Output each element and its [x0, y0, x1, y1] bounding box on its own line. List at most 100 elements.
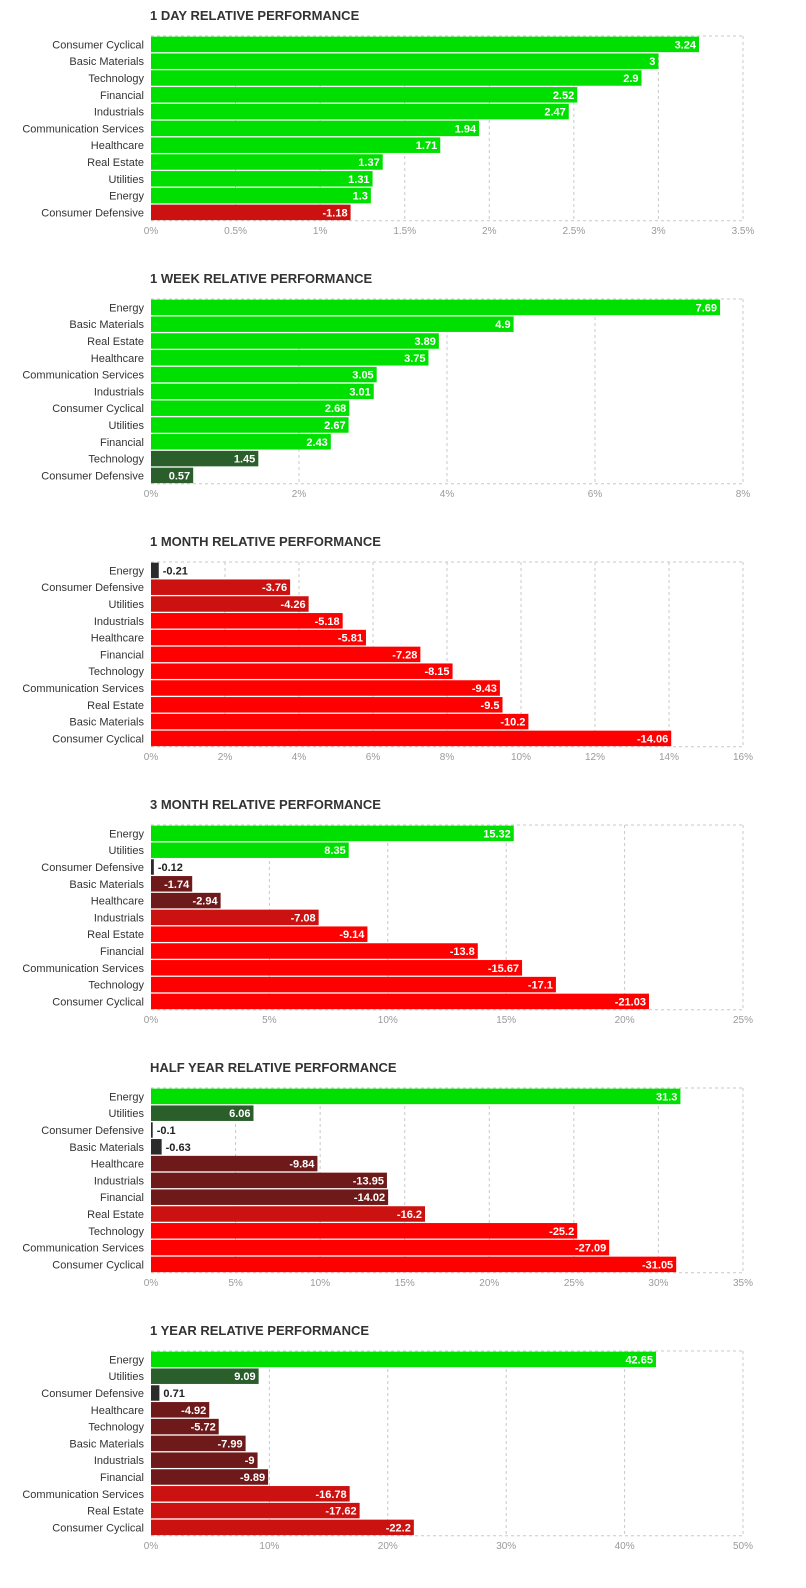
- category-label: Energy: [109, 1354, 144, 1366]
- bar: [151, 1122, 153, 1138]
- x-tick-label: 0%: [144, 489, 159, 500]
- bar: [151, 909, 319, 926]
- category-label: Industrials: [94, 107, 145, 119]
- bar-value-label: -10.2: [500, 717, 525, 729]
- bar-value-label: -9.5: [481, 700, 500, 712]
- bar-value-label: -7.99: [218, 1438, 243, 1450]
- category-label: Communication Services: [22, 123, 144, 135]
- bar-chart-svg: 0% 2% 4% 6% 8% 10% 12% 14% 16% Energy -0.21 Consume…: [22, 561, 753, 763]
- category-label: Communication Services: [22, 1489, 144, 1501]
- bar-value-label: 1.45: [234, 454, 255, 466]
- x-tick-label: 20%: [479, 1278, 499, 1289]
- bar-value-label: -17.62: [325, 1506, 356, 1518]
- bar: [151, 1368, 259, 1384]
- category-label: Technology: [88, 1226, 144, 1238]
- category-label: Real Estate: [87, 1506, 144, 1518]
- x-tick-label: 2%: [218, 752, 233, 763]
- bar-value-label: 2.47: [544, 107, 565, 119]
- bar: [151, 187, 371, 204]
- bar-value-label: 1.31: [348, 174, 369, 186]
- x-tick-label: 30%: [648, 1278, 668, 1289]
- x-tick-label: 15%: [395, 1278, 415, 1289]
- x-tick-label: 20%: [615, 1015, 635, 1026]
- bar: [151, 450, 259, 467]
- category-label: Financial: [100, 946, 144, 958]
- category-label: Financial: [100, 437, 144, 449]
- category-label: Communication Services: [22, 963, 144, 975]
- bar: [151, 1189, 389, 1205]
- x-tick-label: 1.5%: [393, 226, 416, 237]
- bar: [151, 976, 556, 993]
- x-tick-label: 3.5%: [732, 226, 755, 237]
- bar-value-label: 9.09: [234, 1371, 255, 1383]
- bar-value-label: -7.28: [392, 649, 417, 661]
- category-label: Utilities: [109, 845, 145, 857]
- x-tick-label: 35%: [733, 1278, 753, 1289]
- category-label: Technology: [88, 980, 144, 992]
- bar: [151, 1418, 219, 1435]
- chart-panel: 1 WEEK RELATIVE PERFORMANCE 0% 2% 4% 6% 8% Ene…: [0, 263, 806, 526]
- bar-value-label: 15.32: [483, 828, 511, 840]
- bar-value-label: 2.68: [325, 403, 346, 415]
- x-tick-label: 16%: [733, 752, 753, 763]
- bar: [151, 1088, 681, 1105]
- bar: [151, 596, 309, 612]
- bar-value-label: -21.03: [615, 996, 646, 1008]
- bar: [151, 1223, 578, 1239]
- bar: [151, 366, 377, 383]
- bar: [151, 613, 343, 629]
- bar-value-label: -15.67: [488, 963, 519, 975]
- category-label: Healthcare: [91, 633, 144, 645]
- bar: [151, 53, 659, 69]
- bar-value-label: -22.2: [386, 1522, 411, 1534]
- bar: [151, 876, 193, 892]
- bar: [151, 70, 642, 86]
- bar-value-label: 1.94: [455, 123, 477, 135]
- bar-value-label: 3: [649, 56, 655, 68]
- bar-value-label: -31.05: [642, 1259, 673, 1271]
- bar-value-label: -1.74: [164, 879, 190, 891]
- bar: [151, 171, 373, 187]
- category-label: Basic Materials: [69, 717, 144, 729]
- chart-panel: HALF YEAR RELATIVE PERFORMANCE 0% 5% 10% 15%…: [0, 1052, 806, 1315]
- bar-value-label: -8.15: [424, 666, 449, 678]
- bar: [151, 1502, 360, 1519]
- bar-value-label: -16.2: [397, 1209, 422, 1221]
- bar-value-label: 0.57: [169, 470, 190, 482]
- bar-value-label: 8.35: [324, 845, 345, 857]
- category-label: Real Estate: [87, 336, 144, 348]
- category-label: Real Estate: [87, 929, 144, 941]
- category-label: Consumer Defensive: [41, 207, 144, 219]
- bar: [151, 1402, 210, 1418]
- bar: [151, 1139, 162, 1155]
- bar-value-label: 3.05: [352, 370, 373, 382]
- bar: [151, 1452, 258, 1468]
- bar: [151, 1155, 318, 1172]
- bar-chart-svg: 0% 0.5% 1% 1.5% 2% 2.5% 3% 3.5% Consumer Cyclica…: [22, 35, 755, 237]
- x-tick-label: 50%: [733, 1541, 753, 1552]
- bar: [151, 1239, 610, 1256]
- category-label: Utilities: [109, 174, 145, 186]
- bar-value-label: -5.72: [191, 1422, 216, 1434]
- category-label: Financial: [100, 90, 144, 102]
- x-tick-label: 25%: [564, 1278, 584, 1289]
- category-label: Consumer Cyclical: [52, 1259, 144, 1271]
- category-label: Healthcare: [91, 353, 144, 365]
- category-label: Consumer Defensive: [41, 1125, 144, 1137]
- category-label: Basic Materials: [69, 319, 144, 331]
- bar: [151, 993, 649, 1010]
- chart-title: 3 MONTH RELATIVE PERFORMANCE: [150, 797, 381, 812]
- bar-value-label: -16.78: [315, 1489, 346, 1501]
- bar-value-label: 2.43: [306, 437, 327, 449]
- chart-title: 1 YEAR RELATIVE PERFORMANCE: [150, 1323, 370, 1338]
- x-tick-label: 8%: [440, 752, 455, 763]
- bar: [151, 467, 194, 484]
- category-label: Energy: [109, 828, 144, 840]
- x-tick-label: 10%: [310, 1278, 330, 1289]
- bar: [151, 120, 480, 137]
- bar: [151, 299, 721, 316]
- bar-value-label: -9.89: [240, 1472, 265, 1484]
- bar: [151, 579, 291, 595]
- category-label: Industrials: [94, 386, 145, 398]
- category-label: Basic Materials: [69, 879, 144, 891]
